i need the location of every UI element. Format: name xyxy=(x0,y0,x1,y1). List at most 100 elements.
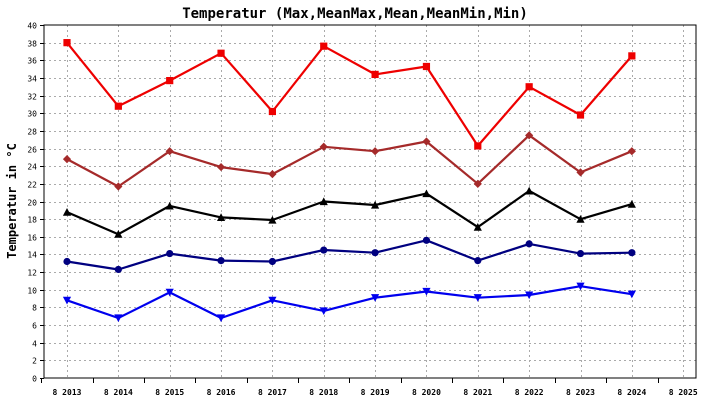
data-point-min xyxy=(319,307,328,316)
data-point-max xyxy=(63,39,71,47)
data-point-mean xyxy=(114,230,123,238)
data-point-meanmin xyxy=(525,240,533,248)
data-point-mean xyxy=(62,207,72,216)
data-point-max xyxy=(474,142,482,150)
x-tick-label: 8 2015 xyxy=(155,388,184,397)
data-point-max xyxy=(166,76,174,85)
y-tick-label: 40 xyxy=(27,22,37,31)
y-tick-label: 24 xyxy=(27,163,37,172)
chart-title: Temperatur (Max,MeanMax,Mean,MeanMin,Min… xyxy=(182,6,528,22)
data-point-meanmin xyxy=(166,249,174,258)
y-tick-label: 20 xyxy=(27,199,37,208)
x-tick-label: 8 2016 xyxy=(207,388,236,397)
data-point-meanmin xyxy=(217,257,225,265)
data-point-min xyxy=(576,282,585,291)
y-tick-label: 16 xyxy=(27,234,37,243)
data-point-mean xyxy=(371,200,380,209)
series-line-mean xyxy=(66,189,633,236)
y-tick-label: 6 xyxy=(32,322,37,331)
y-tick-label: 36 xyxy=(27,57,37,66)
data-point-min xyxy=(473,294,482,302)
series-line-meanmin xyxy=(66,239,632,271)
series-meanmax xyxy=(62,131,636,191)
data-point-meanmin xyxy=(268,257,276,266)
y-tick-label: 22 xyxy=(27,181,37,190)
data-point-meanmax xyxy=(114,182,123,191)
x-tick-label: 8 2014 xyxy=(104,388,133,397)
data-point-max xyxy=(422,62,431,71)
data-point-min xyxy=(114,314,123,323)
data-point-mean xyxy=(216,213,226,221)
data-point-max xyxy=(628,52,636,60)
y-tick-label: 14 xyxy=(27,251,37,260)
y-tick-label: 28 xyxy=(27,128,37,137)
data-point-meanmin xyxy=(320,246,328,254)
data-point-min xyxy=(216,314,226,323)
data-point-mean xyxy=(525,186,534,195)
series-mean xyxy=(62,186,636,238)
data-point-min xyxy=(422,287,431,296)
x-tick-label: 8 2023 xyxy=(566,388,595,397)
plot-frame xyxy=(43,24,697,379)
grid-lines xyxy=(44,25,696,378)
data-point-max xyxy=(320,42,328,50)
data-point-meanmax xyxy=(473,179,482,188)
data-point-meanmin xyxy=(576,249,585,258)
y-tick-label: 18 xyxy=(27,216,37,225)
x-tick-label: 8 2018 xyxy=(309,388,338,397)
data-point-max xyxy=(268,107,276,116)
y-tick-label: 4 xyxy=(32,340,37,349)
y-tick-label: 38 xyxy=(27,40,37,49)
data-point-meanmin xyxy=(628,249,636,257)
data-point-min xyxy=(268,296,277,305)
x-tick-label: 8 2025 xyxy=(669,388,698,397)
data-series xyxy=(62,39,636,323)
data-point-min xyxy=(371,294,380,302)
data-point-meanmin xyxy=(114,265,122,274)
x-tick-label: 8 2022 xyxy=(515,388,544,397)
y-tick-label: 30 xyxy=(27,110,37,119)
y-tick-label: 34 xyxy=(27,75,37,84)
y-tick-label: 10 xyxy=(27,287,37,296)
data-point-meanmin xyxy=(474,257,482,265)
x-tick-label: 8 2021 xyxy=(463,388,492,397)
data-point-meanmax xyxy=(62,155,72,164)
data-point-meanmax xyxy=(627,147,636,156)
data-point-min xyxy=(62,296,72,305)
y-tick-label: 32 xyxy=(27,93,37,102)
data-point-mean xyxy=(268,215,277,224)
y-tick-label: 2 xyxy=(32,357,37,366)
data-point-meanmax xyxy=(165,147,174,156)
data-point-meanmax xyxy=(422,137,431,146)
series-max xyxy=(63,39,636,150)
data-point-max xyxy=(114,102,122,110)
data-point-mean xyxy=(422,189,431,198)
data-point-meanmax xyxy=(319,142,328,151)
x-tick-label: 8 2024 xyxy=(617,388,646,397)
y-tick-label: 26 xyxy=(27,146,37,155)
data-point-max xyxy=(576,111,585,119)
x-tick-label: 8 2020 xyxy=(412,388,441,397)
data-point-mean xyxy=(576,215,585,223)
data-point-mean xyxy=(165,201,174,210)
series-meanmin xyxy=(63,236,636,274)
y-tick-label: 0 xyxy=(32,375,37,384)
data-point-min xyxy=(525,291,534,300)
data-point-max xyxy=(371,70,379,79)
x-tick-label: 8 2017 xyxy=(258,388,287,397)
data-point-max xyxy=(217,49,225,57)
data-point-meanmin xyxy=(371,249,379,257)
data-point-meanmin xyxy=(422,236,431,244)
data-point-max xyxy=(525,83,533,91)
data-point-meanmax xyxy=(371,147,380,156)
series-min xyxy=(62,282,636,323)
data-point-meanmax xyxy=(268,170,277,179)
y-axis-label: Temperatur in °C xyxy=(5,143,19,259)
y-tick-label: 12 xyxy=(27,269,37,278)
data-point-min xyxy=(627,290,636,299)
data-point-meanmax xyxy=(525,131,534,140)
data-point-mean xyxy=(473,222,482,231)
